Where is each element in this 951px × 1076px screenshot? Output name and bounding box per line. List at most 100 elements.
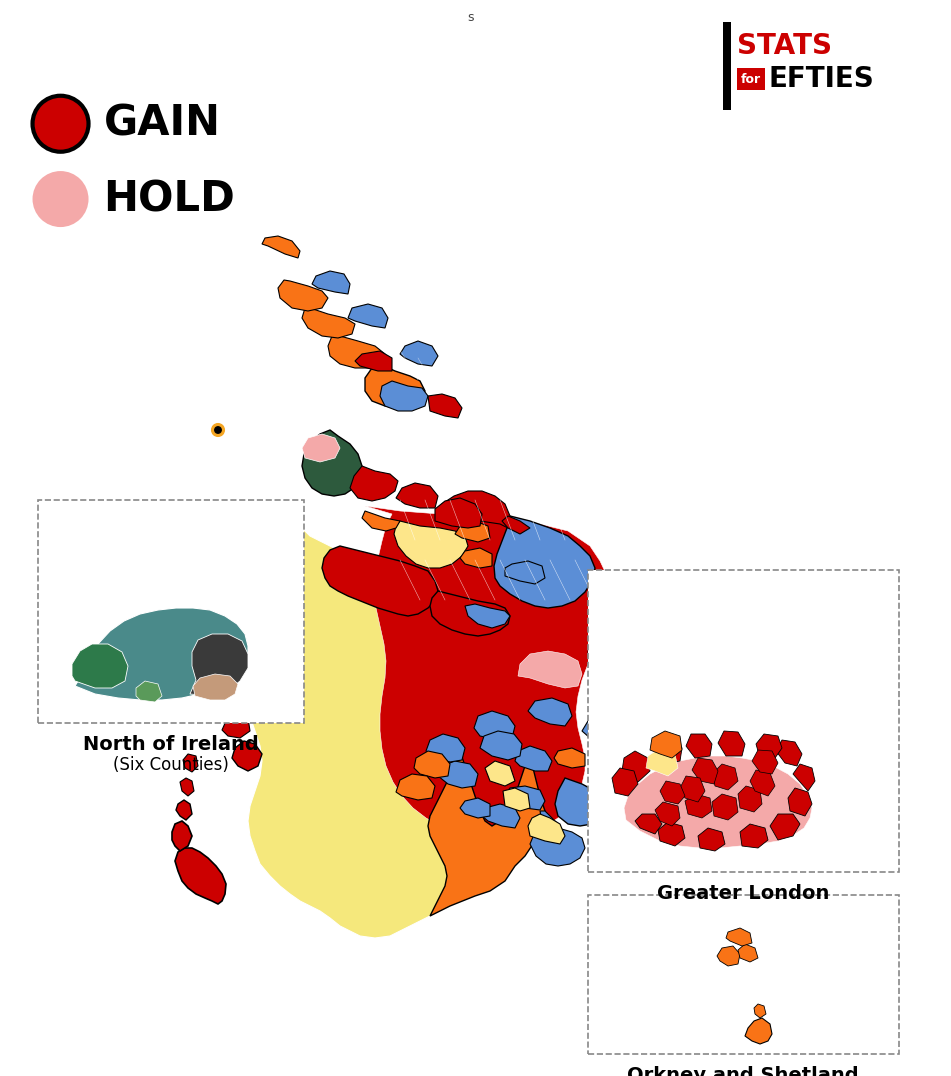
Polygon shape [438,761,478,788]
Polygon shape [460,798,490,818]
Bar [723,22,730,110]
Text: GAIN: GAIN [104,102,221,145]
Polygon shape [635,815,662,834]
Polygon shape [400,341,438,366]
Polygon shape [172,821,192,851]
Polygon shape [605,691,645,718]
Polygon shape [460,548,492,568]
Text: for: for [741,73,761,86]
Bar [588,895,899,1054]
Polygon shape [726,928,752,946]
Polygon shape [745,1018,772,1044]
Polygon shape [190,634,248,696]
Bar [588,570,899,872]
Polygon shape [302,430,362,496]
Polygon shape [136,681,162,702]
Polygon shape [655,738,682,764]
Polygon shape [624,756,812,848]
Polygon shape [396,774,435,799]
Polygon shape [232,741,262,771]
Polygon shape [685,794,712,818]
Polygon shape [72,645,128,688]
Bar [737,69,765,90]
Polygon shape [176,799,192,820]
Polygon shape [530,824,585,866]
Polygon shape [650,731,682,758]
Polygon shape [243,516,545,938]
Polygon shape [426,734,465,762]
Polygon shape [75,608,248,700]
Polygon shape [680,776,705,802]
Circle shape [213,425,223,435]
Polygon shape [394,521,468,568]
Polygon shape [504,785,545,810]
Polygon shape [465,604,510,628]
Polygon shape [738,944,758,962]
Polygon shape [312,271,350,294]
Polygon shape [756,734,782,758]
Text: STATS: STATS [737,32,832,60]
Polygon shape [528,815,565,844]
Polygon shape [582,716,628,746]
Polygon shape [502,516,530,534]
Polygon shape [428,751,545,916]
Text: s: s [468,11,474,24]
Polygon shape [396,483,438,508]
Polygon shape [698,829,725,851]
Bar [38,500,304,723]
Polygon shape [380,381,428,411]
Polygon shape [322,546,438,615]
Polygon shape [660,781,685,804]
Polygon shape [518,651,582,688]
Polygon shape [455,521,490,542]
Polygon shape [590,774,622,798]
Polygon shape [302,308,355,338]
Circle shape [32,96,88,152]
Polygon shape [480,731,522,760]
Polygon shape [350,466,398,501]
Polygon shape [365,364,425,408]
Polygon shape [788,788,812,816]
Polygon shape [793,764,815,791]
Polygon shape [222,714,250,738]
Polygon shape [770,815,800,840]
Text: (Six Counties): (Six Counties) [113,756,229,774]
Polygon shape [328,336,385,368]
Polygon shape [362,511,400,530]
Polygon shape [528,698,572,726]
Polygon shape [262,236,300,258]
Polygon shape [754,1004,766,1018]
Polygon shape [612,768,638,796]
Polygon shape [494,516,595,608]
Text: Greater London: Greater London [657,883,829,903]
Circle shape [212,424,224,436]
Polygon shape [554,748,585,768]
Polygon shape [428,394,462,417]
Polygon shape [592,628,648,688]
Polygon shape [738,785,762,812]
Polygon shape [482,804,520,829]
Text: HOLD: HOLD [104,178,235,221]
Polygon shape [505,561,545,584]
Text: Orkney and Shetland: Orkney and Shetland [628,1066,859,1076]
Polygon shape [588,646,615,668]
Polygon shape [752,750,778,774]
Polygon shape [658,822,685,846]
Polygon shape [712,764,738,790]
Polygon shape [414,751,450,778]
Circle shape [32,171,88,227]
Text: North of Ireland: North of Ireland [84,735,259,754]
Polygon shape [740,824,768,848]
Polygon shape [515,746,552,771]
Polygon shape [718,731,745,756]
Polygon shape [692,758,718,784]
Polygon shape [180,778,194,796]
Text: EFTIES: EFTIES [768,66,875,94]
Polygon shape [540,811,562,836]
Polygon shape [646,748,678,776]
Polygon shape [712,794,738,820]
Polygon shape [430,591,510,636]
Polygon shape [750,770,775,796]
Polygon shape [485,761,515,785]
Polygon shape [717,946,740,966]
